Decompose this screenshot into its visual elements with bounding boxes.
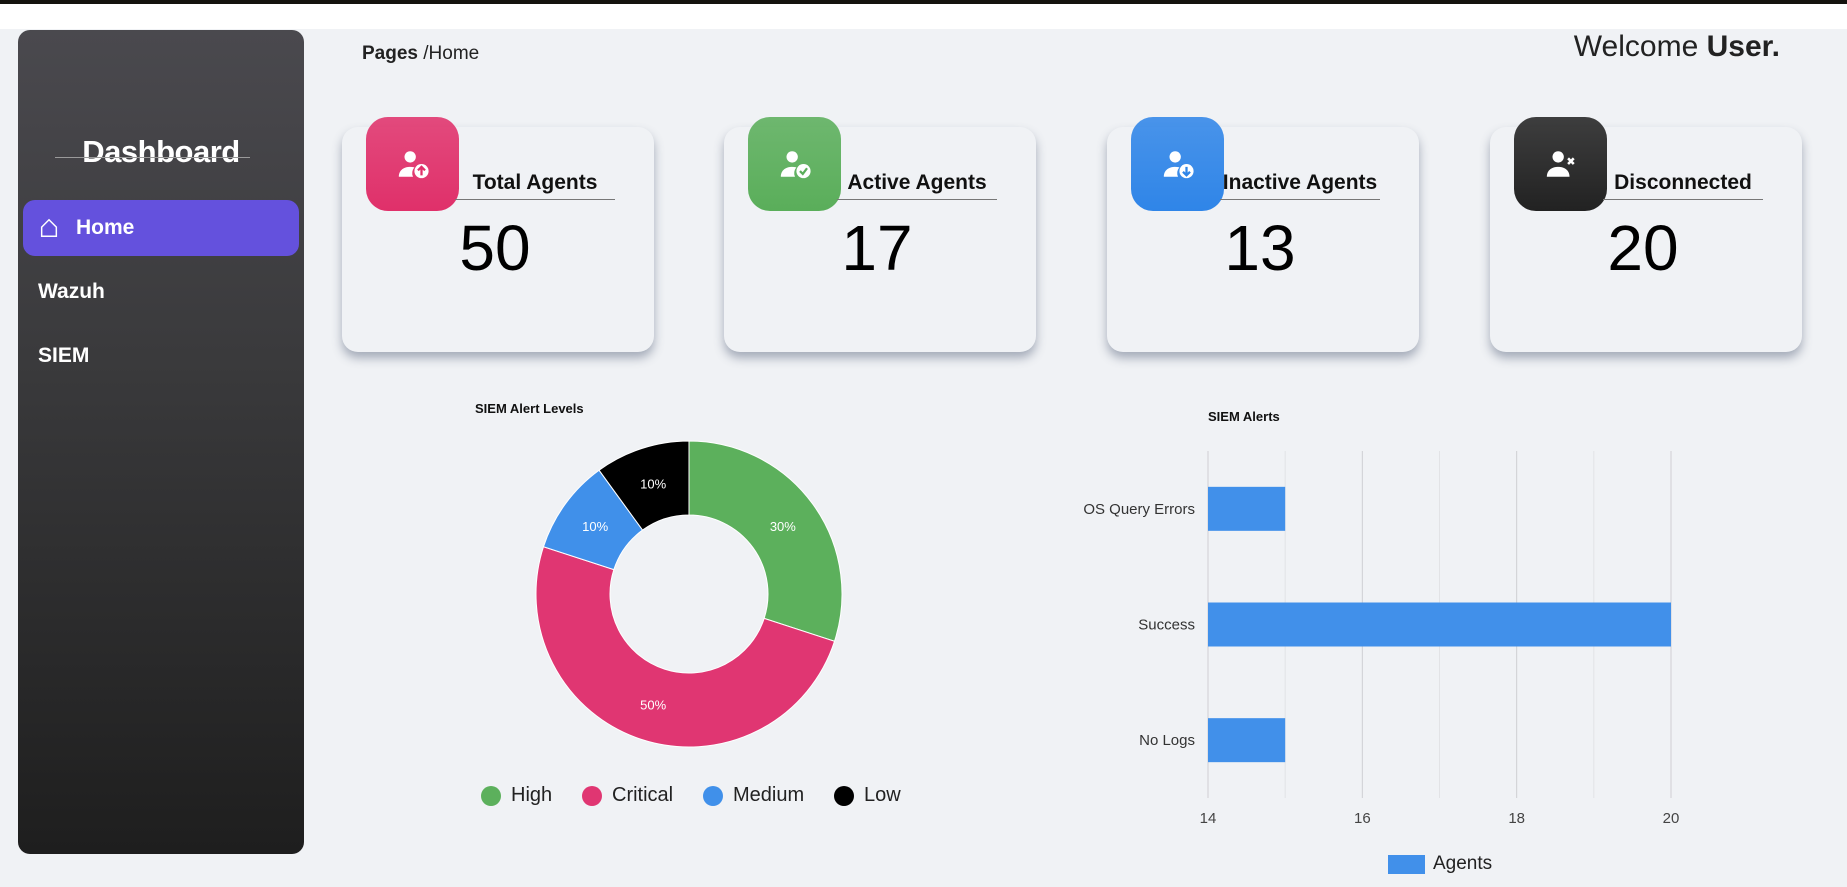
legend-dot [703, 785, 723, 806]
breadcrumb-root[interactable]: Pages [362, 43, 418, 64]
donut-slice-label: 30% [770, 519, 796, 534]
legend-item-low[interactable]: Low [834, 784, 901, 807]
sidebar-title: Dashboard [82, 134, 240, 169]
card-value: 50 [459, 212, 531, 284]
sidebar-item-label: Wazuh [38, 280, 105, 303]
user-upload-icon-box [366, 117, 459, 211]
user-x-icon [1546, 151, 1575, 177]
welcome-message: Welcome User. [1574, 30, 1780, 64]
stat-card: Inactive Agents 13 [1107, 117, 1419, 352]
breadcrumb: Pages /Home [362, 43, 479, 65]
card-title: Disconnected [1614, 171, 1752, 194]
user-download-icon [1163, 151, 1194, 179]
card-title-underline [837, 199, 997, 200]
breadcrumb-current: /Home [423, 43, 480, 64]
legend-item-high[interactable]: High [481, 784, 552, 807]
stat-card: Disconnected 20 [1490, 117, 1802, 352]
stat-card: Total Agents 50 [342, 117, 654, 352]
legend-item-critical[interactable]: Critical [582, 784, 673, 807]
sidebar-item-home[interactable]: Home [23, 200, 299, 256]
home-icon [40, 218, 58, 237]
card-value: 17 [841, 212, 913, 284]
card-title-underline [455, 199, 615, 200]
card-value: 20 [1607, 212, 1679, 284]
bar-legend-label: Agents [1433, 853, 1493, 874]
card-title: Total Agents [472, 171, 598, 194]
welcome-prefix: Welcome [1573, 30, 1707, 63]
card-title: Active Agents [847, 171, 987, 194]
donut-chart-title: SIEM Alert Levels [475, 401, 584, 416]
sidebar-item-label: SIEM [38, 344, 90, 367]
donut-slice-label: 50% [640, 697, 666, 712]
card-title-underline [1603, 199, 1763, 200]
stat-card: Active Agents 17 [724, 117, 1036, 352]
welcome-user: User. [1706, 30, 1780, 63]
donut-slice-low[interactable] [598, 440, 690, 531]
sidebar-item-label: Home [76, 216, 135, 239]
bar-chart-title: SIEM Alerts [1208, 409, 1280, 424]
user-download-icon-box [1131, 117, 1224, 211]
bar-legend-swatch [1388, 855, 1425, 874]
card-value: 13 [1224, 212, 1296, 284]
user-x-icon-box [1514, 117, 1607, 211]
legend-dot [481, 785, 501, 806]
sidebar: Dashboard Home Wazuh SIEM [18, 30, 304, 854]
legend-label: Critical [612, 784, 674, 806]
window-top-bar [0, 0, 1847, 4]
legend-dot [582, 785, 602, 806]
legend-item-medium[interactable]: Medium [703, 784, 804, 807]
legend-dot [834, 785, 854, 806]
legend-label: Medium [733, 784, 805, 806]
user-check-icon-box [748, 117, 841, 211]
top-strip [0, 4, 1847, 29]
legend-label: Low [864, 784, 901, 806]
user-check-icon [780, 151, 811, 179]
donut-slice-label: 10% [582, 519, 608, 534]
user-upload-icon [398, 151, 429, 179]
sidebar-divider [55, 157, 250, 158]
card-title-underline [1220, 199, 1380, 200]
sidebar-item-siem[interactable]: SIEM [23, 328, 299, 384]
legend-label: High [511, 784, 553, 806]
sidebar-item-wazuh[interactable]: Wazuh [23, 264, 299, 320]
donut-slice-label: 10% [640, 477, 666, 492]
donut-slice-high[interactable] [688, 440, 843, 642]
card-title: Inactive Agents [1222, 171, 1378, 194]
donut-slice-critical[interactable] [535, 546, 836, 748]
